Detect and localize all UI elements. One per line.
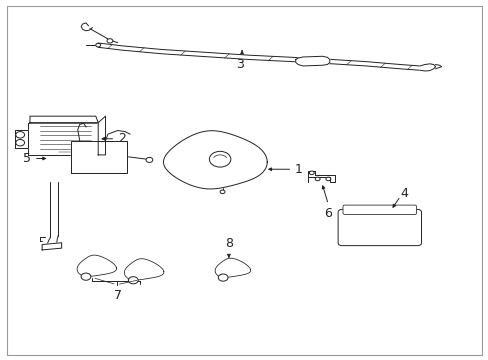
Circle shape xyxy=(325,177,330,181)
Circle shape xyxy=(218,274,227,281)
Polygon shape xyxy=(42,243,61,250)
Text: 1: 1 xyxy=(294,163,302,176)
Polygon shape xyxy=(215,258,250,278)
Polygon shape xyxy=(98,116,105,155)
Text: 4: 4 xyxy=(400,187,407,200)
Circle shape xyxy=(128,277,138,284)
Circle shape xyxy=(309,171,314,175)
Circle shape xyxy=(96,43,101,47)
Circle shape xyxy=(16,132,24,138)
Text: 3: 3 xyxy=(235,58,243,71)
Text: 7: 7 xyxy=(114,289,122,302)
Circle shape xyxy=(146,157,153,162)
FancyBboxPatch shape xyxy=(337,210,421,246)
Circle shape xyxy=(209,151,230,167)
Circle shape xyxy=(220,190,224,194)
Polygon shape xyxy=(77,255,116,276)
Polygon shape xyxy=(15,130,27,148)
Circle shape xyxy=(16,139,24,146)
Polygon shape xyxy=(124,259,163,280)
Polygon shape xyxy=(419,64,435,71)
Text: 8: 8 xyxy=(224,237,232,250)
Polygon shape xyxy=(295,56,329,66)
Polygon shape xyxy=(163,131,267,189)
Circle shape xyxy=(315,177,320,181)
Text: 6: 6 xyxy=(324,207,332,220)
Polygon shape xyxy=(30,116,98,123)
FancyBboxPatch shape xyxy=(342,205,416,215)
Text: 2: 2 xyxy=(118,132,125,145)
Circle shape xyxy=(81,273,91,280)
Polygon shape xyxy=(307,171,334,182)
Polygon shape xyxy=(71,140,127,173)
Polygon shape xyxy=(27,123,98,155)
Circle shape xyxy=(107,39,113,43)
Text: 5: 5 xyxy=(23,152,31,165)
